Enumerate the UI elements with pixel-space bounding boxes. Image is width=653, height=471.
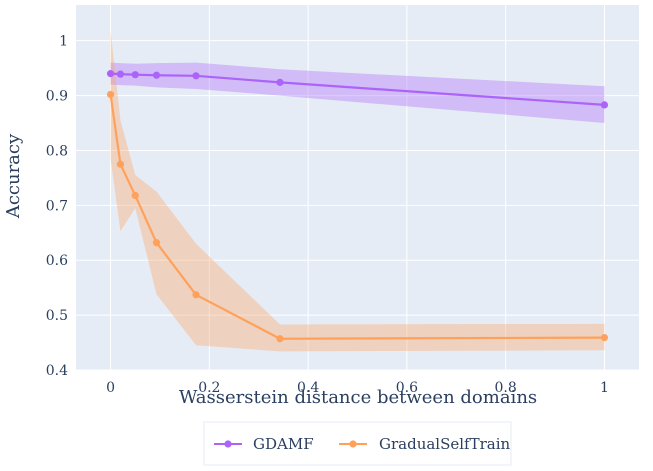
legend-swatch-marker [349,440,357,448]
gradualselftrain-point[interactable] [276,335,284,343]
legend-item-gdamf[interactable]: GDAMF [214,435,314,453]
series-points [106,70,609,343]
x-tick-label: 1 [600,380,609,396]
y-axis-title: Accuracy [3,133,24,219]
gradualselftrain-point[interactable] [131,191,139,200]
legend-label: GDAMF [253,435,314,453]
y-tick-label: 0.9 [46,89,68,105]
y-tick-label: 0.8 [46,143,68,159]
y-tick-label: 0.6 [46,253,68,269]
gdamf-point[interactable] [276,78,284,86]
x-tick-label: 0.8 [495,380,517,396]
tick-labels: 0 0.2 0.4 0.6 0.8 1 0.4 0.5 0.6 0.7 0.8 0.9 1 [46,34,609,396]
x-tick-label: 0 [106,380,115,396]
x-tick-label: 0.4 [297,380,319,396]
gdamf-point[interactable] [131,71,139,79]
gradualselftrain-point[interactable] [116,160,125,168]
legend-item-gradualselftrain[interactable]: GradualSelfTrain [339,435,511,453]
gdamf-point[interactable] [116,70,125,78]
gdamf-point[interactable] [192,72,200,80]
gradualselftrain-point[interactable] [152,239,161,247]
plot-area [76,5,639,370]
x-tick-label: 0.2 [198,380,220,396]
x-tick-label: 0.6 [396,380,418,396]
gradualselftrain-point[interactable] [600,334,609,342]
legend: GDAMF GradualSelfTrain [203,421,512,466]
gdamf-point[interactable] [152,71,161,79]
y-tick-label: 1 [59,34,68,50]
x-axis-title: Wasserstein distance between domains [179,387,537,408]
gradualselftrain-point[interactable] [106,90,115,99]
y-tick-label: 0.7 [46,198,68,214]
legend-swatch-marker [224,440,232,448]
gdamf-point[interactable] [106,70,115,78]
y-tick-label: 0.4 [46,363,68,379]
gdamf-point[interactable] [600,101,609,109]
y-tick-label: 0.5 [46,308,68,324]
legend-label: GradualSelfTrain [379,435,511,453]
gradualselftrain-point[interactable] [192,291,200,299]
